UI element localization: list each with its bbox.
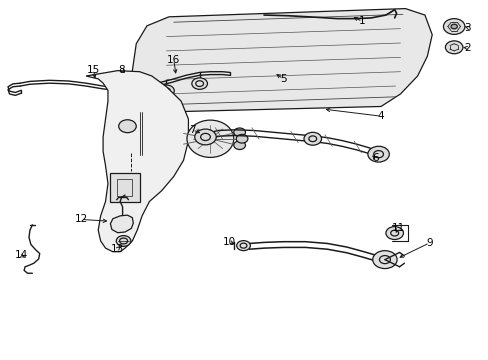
Text: 16: 16 [167,55,180,65]
Circle shape [119,120,136,133]
Text: 9: 9 [426,238,432,248]
Polygon shape [86,71,188,252]
Circle shape [385,226,403,239]
Circle shape [150,82,158,87]
Circle shape [194,129,216,145]
Text: 13: 13 [111,244,124,254]
Text: 2: 2 [464,43,470,53]
Circle shape [233,141,245,149]
Circle shape [158,85,174,96]
Circle shape [116,235,131,246]
Polygon shape [132,9,431,112]
Text: 14: 14 [15,250,28,260]
Circle shape [443,19,464,35]
Circle shape [304,132,321,145]
Circle shape [236,240,250,251]
Text: 15: 15 [86,64,100,75]
Circle shape [372,251,396,269]
Circle shape [233,128,245,136]
Text: 10: 10 [222,237,235,247]
Text: 7: 7 [189,125,195,135]
Text: 5: 5 [280,74,286,84]
Text: 8: 8 [118,64,124,75]
Text: 4: 4 [377,111,384,121]
Text: 6: 6 [371,153,378,163]
Text: 1: 1 [359,17,365,27]
Circle shape [191,78,207,89]
Text: 3: 3 [464,23,470,33]
Circle shape [450,24,456,29]
Polygon shape [110,215,133,233]
Circle shape [367,146,388,162]
Circle shape [205,135,215,142]
Ellipse shape [186,120,233,157]
Text: 12: 12 [74,215,87,224]
Polygon shape [110,173,140,202]
Text: 11: 11 [391,224,404,233]
Circle shape [236,134,247,143]
Circle shape [445,41,462,54]
